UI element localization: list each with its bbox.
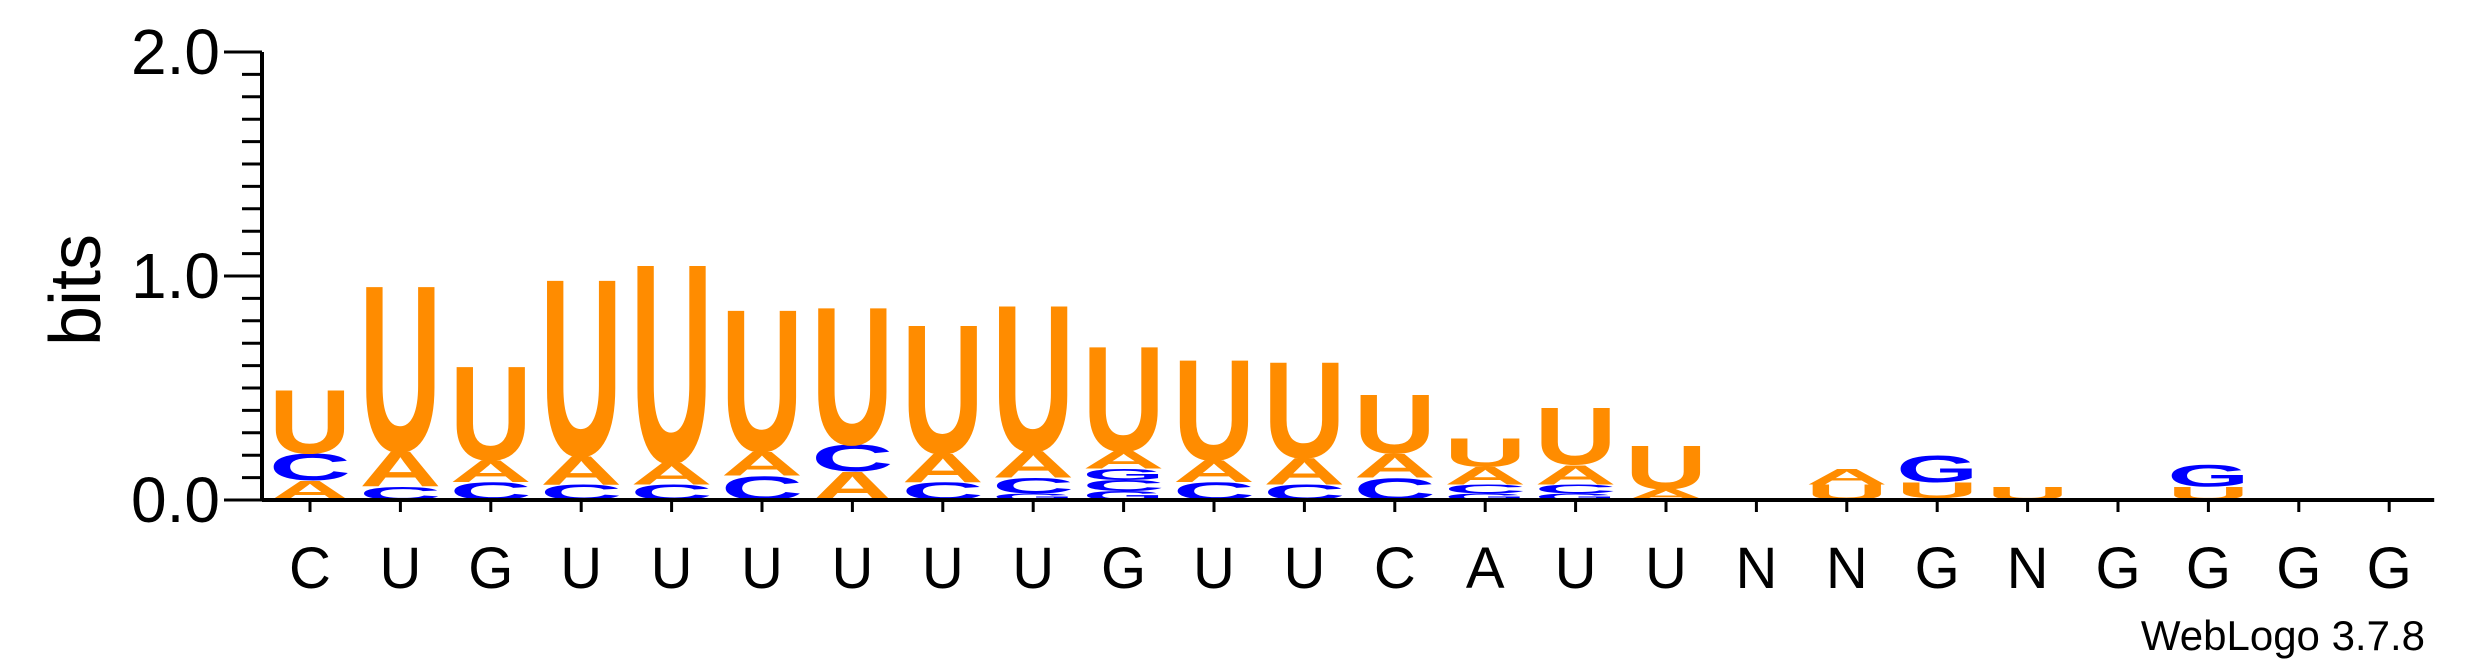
y-tick-label: 2.0 (131, 16, 220, 88)
logo-letter-A: A (540, 448, 622, 493)
x-tick-label: U (1283, 536, 1325, 601)
logo-stack: UG (2167, 459, 2249, 504)
logo-letter-C: C (269, 446, 351, 488)
logo-letter-U: U (1173, 331, 1255, 491)
x-tick-label: U (1645, 536, 1687, 601)
x-tick-label: U (1193, 536, 1235, 601)
x-tick-label: U (379, 536, 421, 601)
y-axis-label: bits (36, 234, 116, 346)
logo-letter-A: A (1263, 450, 1345, 492)
logo-letter-U: U (1263, 333, 1345, 487)
logo-stack: CAU (1354, 377, 1436, 507)
logo-letter-G: G (1896, 448, 1978, 490)
logo-stack: AUG (1896, 448, 1978, 503)
logo-letter-C: C (1444, 482, 1526, 496)
logo-letter-A: A (1535, 459, 1617, 491)
x-tick-label: G (2276, 536, 2321, 601)
logo-letter-U: U (902, 287, 984, 493)
logo-stack: CAU (450, 339, 532, 506)
logo-letter-U: U (811, 266, 893, 487)
x-tick-label: G (2095, 536, 2140, 601)
logo-letter-A: A (1806, 465, 1888, 489)
logo-letter-A: A (992, 443, 1074, 485)
logo-stack: CAU (721, 267, 803, 508)
x-tick-label: G (1101, 536, 1146, 601)
logo-letter-C: C (811, 437, 893, 479)
logo-letter-U: U (1444, 430, 1526, 475)
x-tick-label: U (1555, 536, 1597, 601)
logo-stack: CAU (902, 287, 984, 506)
logo-letter-C: C (1535, 482, 1617, 496)
x-tick-label: U (1012, 536, 1054, 601)
logo-letter-A: A (1354, 446, 1436, 485)
logo-letter-U: U (1083, 315, 1165, 483)
logo-letter-U: U (359, 236, 441, 501)
x-tick-label: G (468, 536, 513, 601)
logo-letter-A: A (721, 444, 803, 483)
logo-letter-G: G (1083, 466, 1165, 483)
y-axis: 0.0 1.0 2.0 (131, 16, 264, 536)
logo-letter-G: G (2167, 459, 2249, 494)
logo-stack: CAU (1263, 333, 1345, 505)
logo-letter-A: A (359, 441, 441, 497)
logo-stack: CAU (540, 225, 622, 509)
x-tick-label: U (560, 536, 602, 601)
logo-letter-A: A (1173, 454, 1255, 489)
logo-letter-U: U (631, 204, 713, 522)
y-tick-label: 1.0 (131, 240, 220, 312)
x-tick-label: G (2186, 536, 2231, 601)
logo-letter-A: A (1444, 462, 1526, 490)
logo-letter-C: C (1083, 477, 1165, 494)
logo-letter-A: A (450, 454, 532, 489)
x-tick-label: C (1374, 536, 1416, 601)
x-tick-label: G (1915, 536, 1960, 601)
logo-letter-A: A (902, 446, 984, 491)
logo-letter-U: U (540, 225, 622, 509)
logo-letter-G: G (992, 491, 1074, 502)
logo-letter-U: U (450, 339, 532, 489)
logo-stack: ACU (811, 266, 893, 509)
x-tick-label: N (1735, 536, 1777, 601)
logo-letter-A: A (1083, 446, 1165, 474)
logo-letter-C: C (992, 474, 1074, 498)
x-tick-label: U (651, 536, 693, 601)
weblogo-credit: WebLogo 3.7.8 (2141, 612, 2425, 659)
logo-letter-U: U (1535, 391, 1617, 482)
logo-letter-U: U (1354, 377, 1436, 472)
logo-stack: ACU (269, 371, 351, 506)
x-tick-label: N (2007, 536, 2049, 601)
logo-stack: CAU (1173, 331, 1255, 506)
x-tick-label: U (922, 536, 964, 601)
logo-letter-G: G (1535, 491, 1617, 502)
x-tick-label: U (741, 536, 783, 601)
logo-letter-U: U (721, 267, 803, 494)
logo-stack: AU (1625, 433, 1707, 504)
x-tick-label: U (831, 536, 873, 601)
x-tick-label: N (1826, 536, 1868, 601)
x-tick-label: C (289, 536, 331, 601)
logo-letter-A: A (631, 456, 713, 491)
y-tick-label: 0.0 (131, 464, 220, 536)
logo-letter-U: U (1625, 433, 1707, 503)
x-tick-label: G (2367, 536, 2412, 601)
x-tick-label: A (1466, 536, 1505, 601)
logo-letter-U: U (269, 371, 351, 473)
logo-stack: CAU (631, 204, 713, 522)
logo-letter-U: U (992, 260, 1074, 495)
logo-stack: CAU (359, 236, 441, 504)
logo-letter-G: G (1444, 491, 1526, 502)
